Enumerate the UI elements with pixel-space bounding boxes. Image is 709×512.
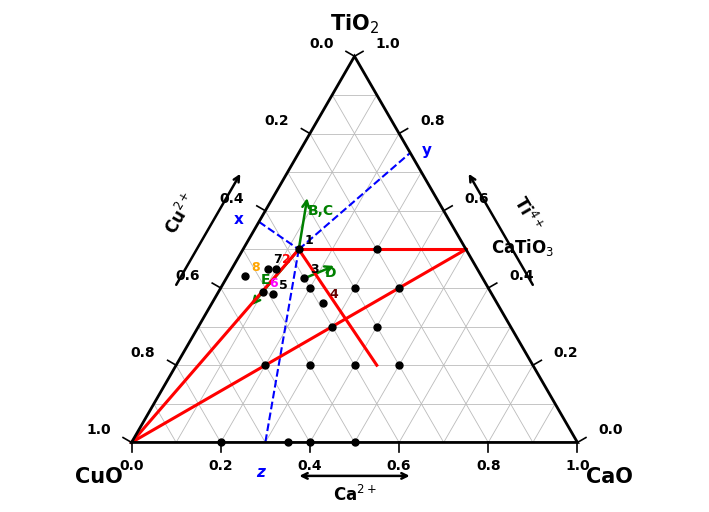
Text: 1.0: 1.0 bbox=[375, 37, 400, 51]
Text: 0.0: 0.0 bbox=[119, 459, 144, 474]
Text: 0.0: 0.0 bbox=[309, 37, 334, 51]
Text: 5: 5 bbox=[279, 279, 288, 291]
Text: 3: 3 bbox=[310, 263, 319, 276]
Text: 0.0: 0.0 bbox=[598, 423, 623, 437]
Text: CaTiO$_3$: CaTiO$_3$ bbox=[491, 237, 554, 258]
Text: 1.0: 1.0 bbox=[86, 423, 111, 437]
Text: CuO: CuO bbox=[75, 467, 123, 487]
Text: 8: 8 bbox=[251, 261, 259, 274]
Text: 0.2: 0.2 bbox=[264, 115, 289, 129]
Text: 0.6: 0.6 bbox=[464, 191, 489, 206]
Text: 4: 4 bbox=[329, 288, 337, 301]
Text: 0.2: 0.2 bbox=[208, 459, 233, 474]
Text: 7: 7 bbox=[274, 253, 282, 266]
Text: 2: 2 bbox=[282, 253, 291, 266]
Text: 0.4: 0.4 bbox=[220, 191, 245, 206]
Text: 0.8: 0.8 bbox=[476, 459, 501, 474]
Text: Cu$^{2+}$: Cu$^{2+}$ bbox=[162, 189, 201, 238]
Text: 0.6: 0.6 bbox=[387, 459, 411, 474]
Text: CaO: CaO bbox=[586, 467, 633, 487]
Text: 1: 1 bbox=[305, 234, 313, 247]
Text: 6: 6 bbox=[269, 276, 277, 290]
Text: D: D bbox=[325, 266, 337, 281]
Text: B,C: B,C bbox=[308, 204, 334, 218]
Text: x: x bbox=[233, 212, 243, 227]
Text: 0.6: 0.6 bbox=[175, 269, 200, 283]
Text: 0.4: 0.4 bbox=[298, 459, 322, 474]
Text: 1.0: 1.0 bbox=[565, 459, 590, 474]
Text: 0.8: 0.8 bbox=[130, 346, 155, 360]
Text: 0.8: 0.8 bbox=[420, 115, 445, 129]
Text: E: E bbox=[261, 273, 270, 287]
Text: y: y bbox=[421, 143, 431, 158]
Text: Ca$^{2+}$: Ca$^{2+}$ bbox=[333, 485, 376, 505]
Text: TiO$_2$: TiO$_2$ bbox=[330, 13, 379, 36]
Text: 0.2: 0.2 bbox=[554, 346, 579, 360]
Text: 0.4: 0.4 bbox=[509, 269, 534, 283]
Text: Ti$^{4+}$: Ti$^{4+}$ bbox=[510, 193, 546, 235]
Text: z: z bbox=[257, 465, 265, 480]
